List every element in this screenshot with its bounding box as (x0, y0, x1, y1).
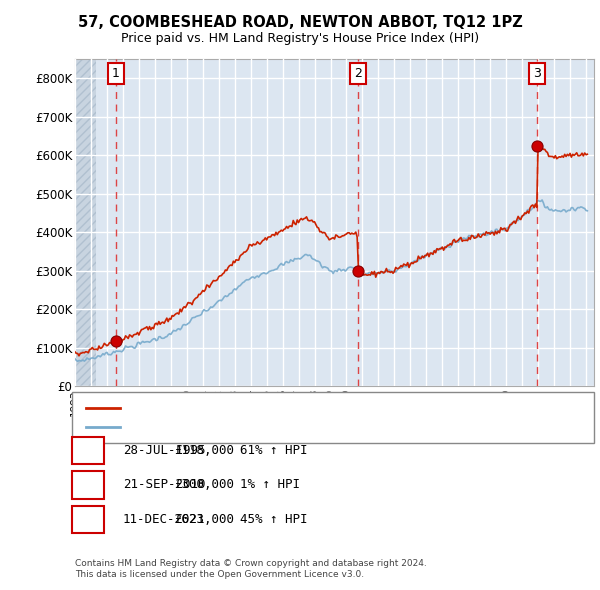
Text: 21-SEP-2010: 21-SEP-2010 (123, 478, 205, 491)
Text: 1% ↑ HPI: 1% ↑ HPI (240, 478, 300, 491)
Text: 2: 2 (354, 67, 362, 80)
Text: 28-JUL-1995: 28-JUL-1995 (123, 444, 205, 457)
Text: HPI: Average price, detached house, Teignbridge: HPI: Average price, detached house, Teig… (127, 422, 381, 432)
Text: 3: 3 (533, 67, 541, 80)
Text: 1: 1 (112, 67, 120, 80)
Bar (75, 59, 96, 386)
Text: 11-DEC-2021: 11-DEC-2021 (123, 513, 205, 526)
Text: 57, COOMBESHEAD ROAD, NEWTON ABBOT, TQ12 1PZ: 57, COOMBESHEAD ROAD, NEWTON ABBOT, TQ12… (77, 15, 523, 30)
Text: 57, COOMBESHEAD ROAD, NEWTON ABBOT, TQ12 1PZ (detached house): 57, COOMBESHEAD ROAD, NEWTON ABBOT, TQ12… (127, 403, 508, 412)
Text: 61% ↑ HPI: 61% ↑ HPI (240, 444, 308, 457)
Text: 45% ↑ HPI: 45% ↑ HPI (240, 513, 308, 526)
Text: Price paid vs. HM Land Registry's House Price Index (HPI): Price paid vs. HM Land Registry's House … (121, 32, 479, 45)
Text: Contains HM Land Registry data © Crown copyright and database right 2024.: Contains HM Land Registry data © Crown c… (75, 559, 427, 568)
Text: £300,000: £300,000 (174, 478, 234, 491)
Text: 1: 1 (84, 444, 92, 457)
Text: This data is licensed under the Open Government Licence v3.0.: This data is licensed under the Open Gov… (75, 571, 364, 579)
Text: 2: 2 (84, 478, 92, 491)
Text: £623,000: £623,000 (174, 513, 234, 526)
Text: 3: 3 (84, 513, 92, 526)
Text: £118,000: £118,000 (174, 444, 234, 457)
